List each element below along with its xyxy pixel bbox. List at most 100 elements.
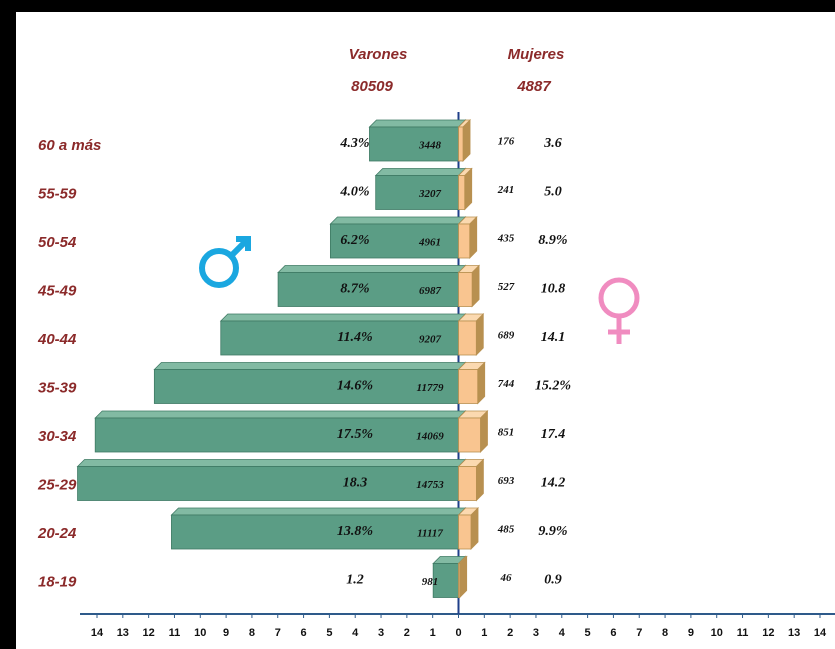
count-label: 9207 xyxy=(419,334,442,346)
bar-top xyxy=(170,507,467,516)
category-label: 50-54 xyxy=(38,234,77,251)
count-label: 241 xyxy=(497,184,515,196)
count-label: 14069 xyxy=(416,431,444,443)
bar-top xyxy=(374,168,467,176)
x-tick-label: 8 xyxy=(662,627,668,639)
count-label: 485 xyxy=(497,524,515,536)
x-tick-label: 1 xyxy=(430,627,436,639)
percent-label: 13.8% xyxy=(337,524,373,539)
percent-label: 17.4 xyxy=(541,427,566,442)
count-label: 693 xyxy=(498,475,515,487)
percent-label: 8.9% xyxy=(538,233,567,248)
x-tick-label: 14 xyxy=(91,627,104,639)
percent-label: 9.9% xyxy=(538,524,567,539)
count-label: 3448 xyxy=(418,140,442,152)
x-tick-label: 7 xyxy=(636,627,642,639)
male-total: 80509 xyxy=(351,78,393,95)
bar xyxy=(171,514,459,550)
x-tick-label: 4 xyxy=(559,627,566,639)
count-label: 11117 xyxy=(417,528,443,540)
x-tick-label: 12 xyxy=(143,627,155,639)
bar xyxy=(458,320,477,356)
x-tick-label: 6 xyxy=(301,627,307,639)
x-tick-label: 8 xyxy=(249,627,255,639)
percent-label: 4.0% xyxy=(339,185,369,200)
x-tick-label: 10 xyxy=(711,627,723,639)
category-label: 18-19 xyxy=(38,573,77,590)
bar-top xyxy=(76,459,467,467)
bar-side xyxy=(470,507,479,550)
bar-side xyxy=(475,313,484,356)
bar xyxy=(458,417,481,453)
percent-label: 5.0 xyxy=(544,185,562,200)
bar-side xyxy=(464,167,473,211)
count-label: 981 xyxy=(422,576,439,588)
count-label: 46 xyxy=(500,572,513,584)
x-tick-label: 11 xyxy=(169,627,181,639)
bar xyxy=(375,175,459,210)
x-tick-label: 4 xyxy=(352,627,359,639)
category-label: 20-24 xyxy=(37,525,77,542)
x-tick-label: 3 xyxy=(533,627,539,639)
male-symbol xyxy=(199,236,251,288)
left-border xyxy=(0,0,16,649)
bar-top xyxy=(329,216,467,225)
bar-side xyxy=(471,264,480,308)
category-label: 30-34 xyxy=(38,428,77,445)
count-label: 176 xyxy=(498,136,515,148)
x-tick-label: 13 xyxy=(117,627,129,639)
category-label: 55-59 xyxy=(38,185,77,202)
female-symbol xyxy=(598,277,640,344)
bar xyxy=(458,369,479,404)
x-tick-label: 2 xyxy=(507,627,513,639)
percent-label: 11.4% xyxy=(337,330,372,345)
percent-label: 15.2% xyxy=(535,379,571,394)
bar-top xyxy=(94,410,467,419)
male-header: Varones xyxy=(349,46,408,63)
x-tick-label: 9 xyxy=(688,627,694,639)
percent-label: 4.3% xyxy=(339,136,369,151)
x-tick-label: 5 xyxy=(585,627,591,639)
count-label: 14753 xyxy=(416,479,444,491)
x-tick-label: 0 xyxy=(455,627,461,639)
count-label: 744 xyxy=(498,378,515,390)
category-label: 25-29 xyxy=(37,476,77,493)
bar xyxy=(458,223,471,259)
percent-label: 14.6% xyxy=(337,379,373,394)
bar-side xyxy=(459,555,468,599)
percent-label: 14.1 xyxy=(541,330,566,345)
category-label: 35-39 xyxy=(38,379,77,396)
bar-top xyxy=(277,265,467,273)
percent-label: 18.3 xyxy=(343,476,368,491)
x-tick-label: 3 xyxy=(378,627,384,639)
bar xyxy=(77,466,459,501)
bar-top xyxy=(368,119,467,128)
x-tick-label: 12 xyxy=(762,627,774,639)
x-tick-label: 9 xyxy=(223,627,229,639)
percent-label: 10.8 xyxy=(541,282,566,297)
bar xyxy=(94,417,459,453)
x-tick-label: 1 xyxy=(481,627,487,639)
count-label: 11779 xyxy=(417,382,444,394)
percent-label: 1.2 xyxy=(346,573,364,588)
x-tick-label: 7 xyxy=(275,627,281,639)
percent-label: 0.9 xyxy=(544,573,562,588)
bar xyxy=(277,272,459,307)
bar xyxy=(458,466,477,501)
percent-label: 8.7% xyxy=(340,282,369,297)
category-label: 60 a más xyxy=(38,137,101,154)
count-label: 6987 xyxy=(419,285,442,297)
count-label: 435 xyxy=(497,233,515,245)
bar-side xyxy=(480,410,488,453)
top-border xyxy=(0,0,835,12)
x-tick-label: 13 xyxy=(788,627,800,639)
bar xyxy=(458,272,473,307)
bar-side xyxy=(469,216,478,259)
bar-top xyxy=(153,362,467,370)
count-label: 527 xyxy=(498,281,515,293)
count-label: 851 xyxy=(498,427,515,439)
bar-side xyxy=(462,119,471,162)
bar xyxy=(153,369,459,404)
bar xyxy=(458,563,461,598)
